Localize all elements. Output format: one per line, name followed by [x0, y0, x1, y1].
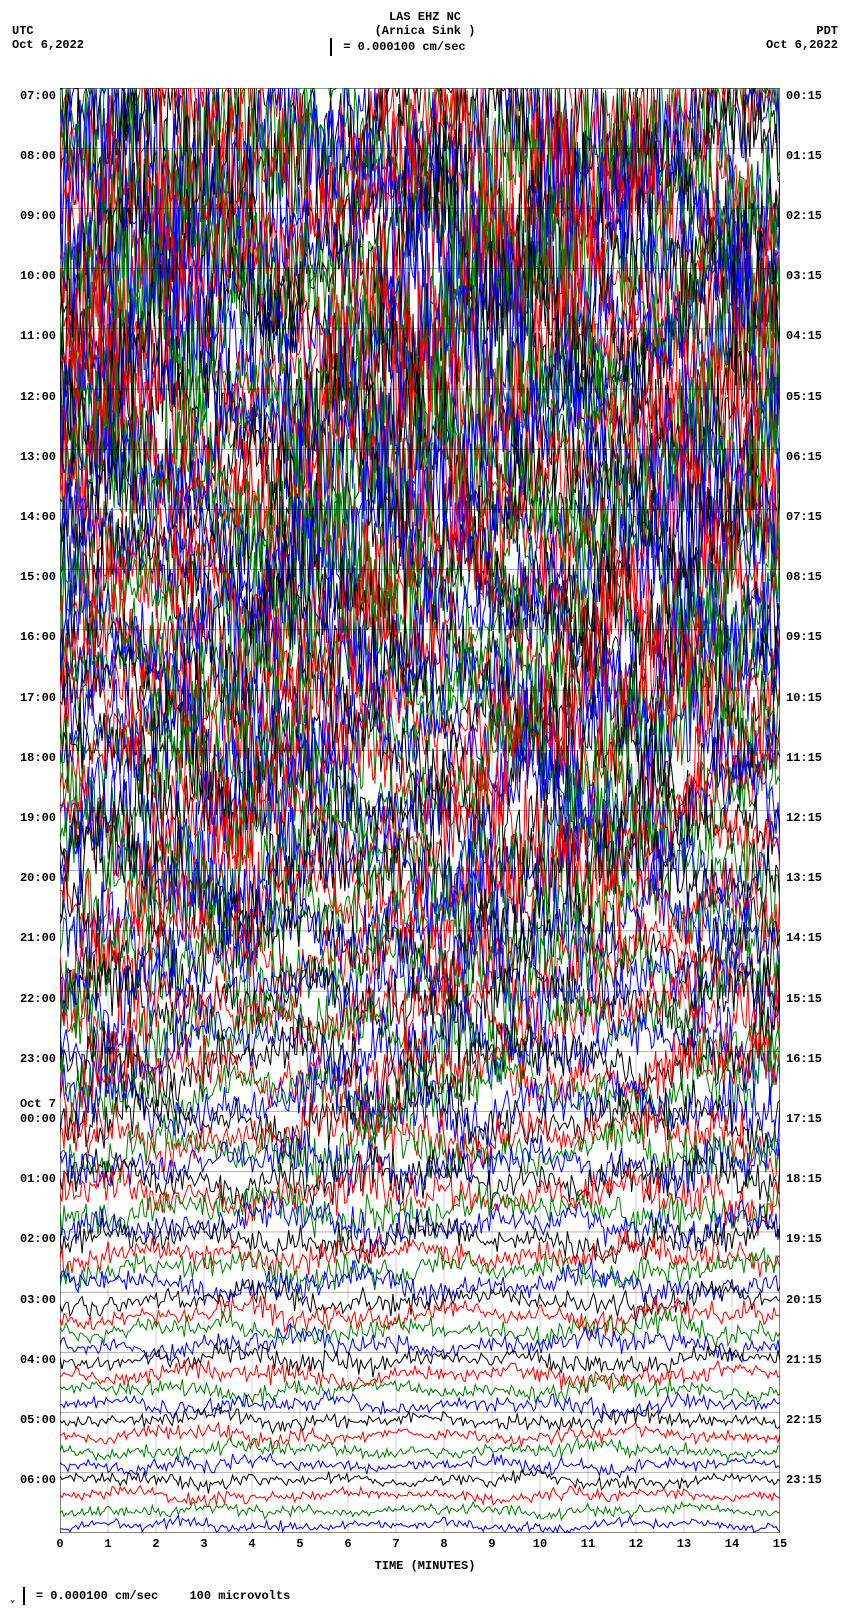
- pdt-label: 15:15: [786, 992, 822, 1006]
- x-tick: 12: [628, 1537, 644, 1551]
- station-name: (Arnica Sink ): [0, 24, 850, 38]
- utc-label: 20:00: [20, 871, 56, 885]
- x-tick: 14: [724, 1537, 740, 1551]
- utc-label: 14:00: [20, 510, 56, 524]
- scale-minmark: ⌄: [10, 1595, 15, 1605]
- left-timezone: UTC: [12, 24, 34, 38]
- utc-label: 04:00: [20, 1353, 56, 1367]
- utc-label: 19:00: [20, 811, 56, 825]
- amplitude-scale-bottom: ⌄ = 0.000100 cm/sec 100 microvolts: [10, 1587, 290, 1605]
- utc-label: 18:00: [20, 751, 56, 765]
- pdt-label: 11:15: [786, 751, 822, 765]
- pdt-label: 05:15: [786, 390, 822, 404]
- pdt-label: 04:15: [786, 329, 822, 343]
- x-tick: 7: [388, 1537, 404, 1551]
- helicorder-page: LAS EHZ NC (Arnica Sink ) UTC Oct 6,2022…: [0, 0, 850, 1613]
- utc-label: 03:00: [20, 1293, 56, 1307]
- x-tick: 1: [100, 1537, 116, 1551]
- utc-label: 17:00: [20, 691, 56, 705]
- utc-label: 07:00: [20, 89, 56, 103]
- pdt-label: 06:15: [786, 450, 822, 464]
- x-tick: 10: [532, 1537, 548, 1551]
- pdt-label: 09:15: [786, 630, 822, 644]
- utc-label: 08:00: [20, 149, 56, 163]
- pdt-label: 00:15: [786, 89, 822, 103]
- utc-label: 00:00: [20, 1112, 56, 1126]
- utc-label: 09:00: [20, 209, 56, 223]
- pdt-label: 23:15: [786, 1473, 822, 1487]
- utc-label: 05:00: [20, 1413, 56, 1427]
- utc-label: 06:00: [20, 1473, 56, 1487]
- pdt-label: 01:15: [786, 149, 822, 163]
- scale-bar-icon: [23, 1587, 25, 1605]
- utc-label: 11:00: [20, 329, 56, 343]
- utc-label: Oct 7: [20, 1097, 56, 1111]
- x-axis-title: TIME (MINUTES): [0, 1559, 850, 1573]
- right-timezone: PDT: [816, 24, 838, 38]
- x-tick: 9: [484, 1537, 500, 1551]
- pdt-label: 08:15: [786, 570, 822, 584]
- pdt-label: 02:15: [786, 209, 822, 223]
- pdt-label: 03:15: [786, 269, 822, 283]
- pdt-label: 12:15: [786, 811, 822, 825]
- amplitude-scale-top: = 0.000100 cm/sec: [330, 38, 466, 56]
- pdt-label: 13:15: [786, 871, 822, 885]
- pdt-label: 17:15: [786, 1112, 822, 1126]
- x-tick: 3: [196, 1537, 212, 1551]
- utc-label: 13:00: [20, 450, 56, 464]
- helicorder-plot: [60, 88, 780, 1533]
- left-date: Oct 6,2022: [12, 38, 84, 52]
- x-tick: 4: [244, 1537, 260, 1551]
- pdt-label: 10:15: [786, 691, 822, 705]
- pdt-label: 21:15: [786, 1353, 822, 1367]
- x-tick: 13: [676, 1537, 692, 1551]
- pdt-label: 20:15: [786, 1293, 822, 1307]
- pdt-label: 07:15: [786, 510, 822, 524]
- utc-label: 22:00: [20, 992, 56, 1006]
- utc-label: 23:00: [20, 1052, 56, 1066]
- x-tick: 8: [436, 1537, 452, 1551]
- pdt-label: 18:15: [786, 1172, 822, 1186]
- pdt-label: 19:15: [786, 1232, 822, 1246]
- x-tick: 5: [292, 1537, 308, 1551]
- utc-label: 21:00: [20, 931, 56, 945]
- scale-bar-icon: [330, 38, 332, 56]
- pdt-label: 16:15: [786, 1052, 822, 1066]
- x-tick: 6: [340, 1537, 356, 1551]
- utc-label: 16:00: [20, 630, 56, 644]
- pdt-label: 22:15: [786, 1413, 822, 1427]
- x-tick: 2: [148, 1537, 164, 1551]
- pdt-label: 14:15: [786, 931, 822, 945]
- x-tick: 11: [580, 1537, 596, 1551]
- utc-label: 15:00: [20, 570, 56, 584]
- utc-label: 12:00: [20, 390, 56, 404]
- x-tick: 15: [772, 1537, 788, 1551]
- x-tick: 0: [52, 1537, 68, 1551]
- utc-label: 01:00: [20, 1172, 56, 1186]
- right-date: Oct 6,2022: [766, 38, 838, 52]
- utc-label: 10:00: [20, 269, 56, 283]
- utc-label: 02:00: [20, 1232, 56, 1246]
- station-code: LAS EHZ NC: [0, 10, 850, 24]
